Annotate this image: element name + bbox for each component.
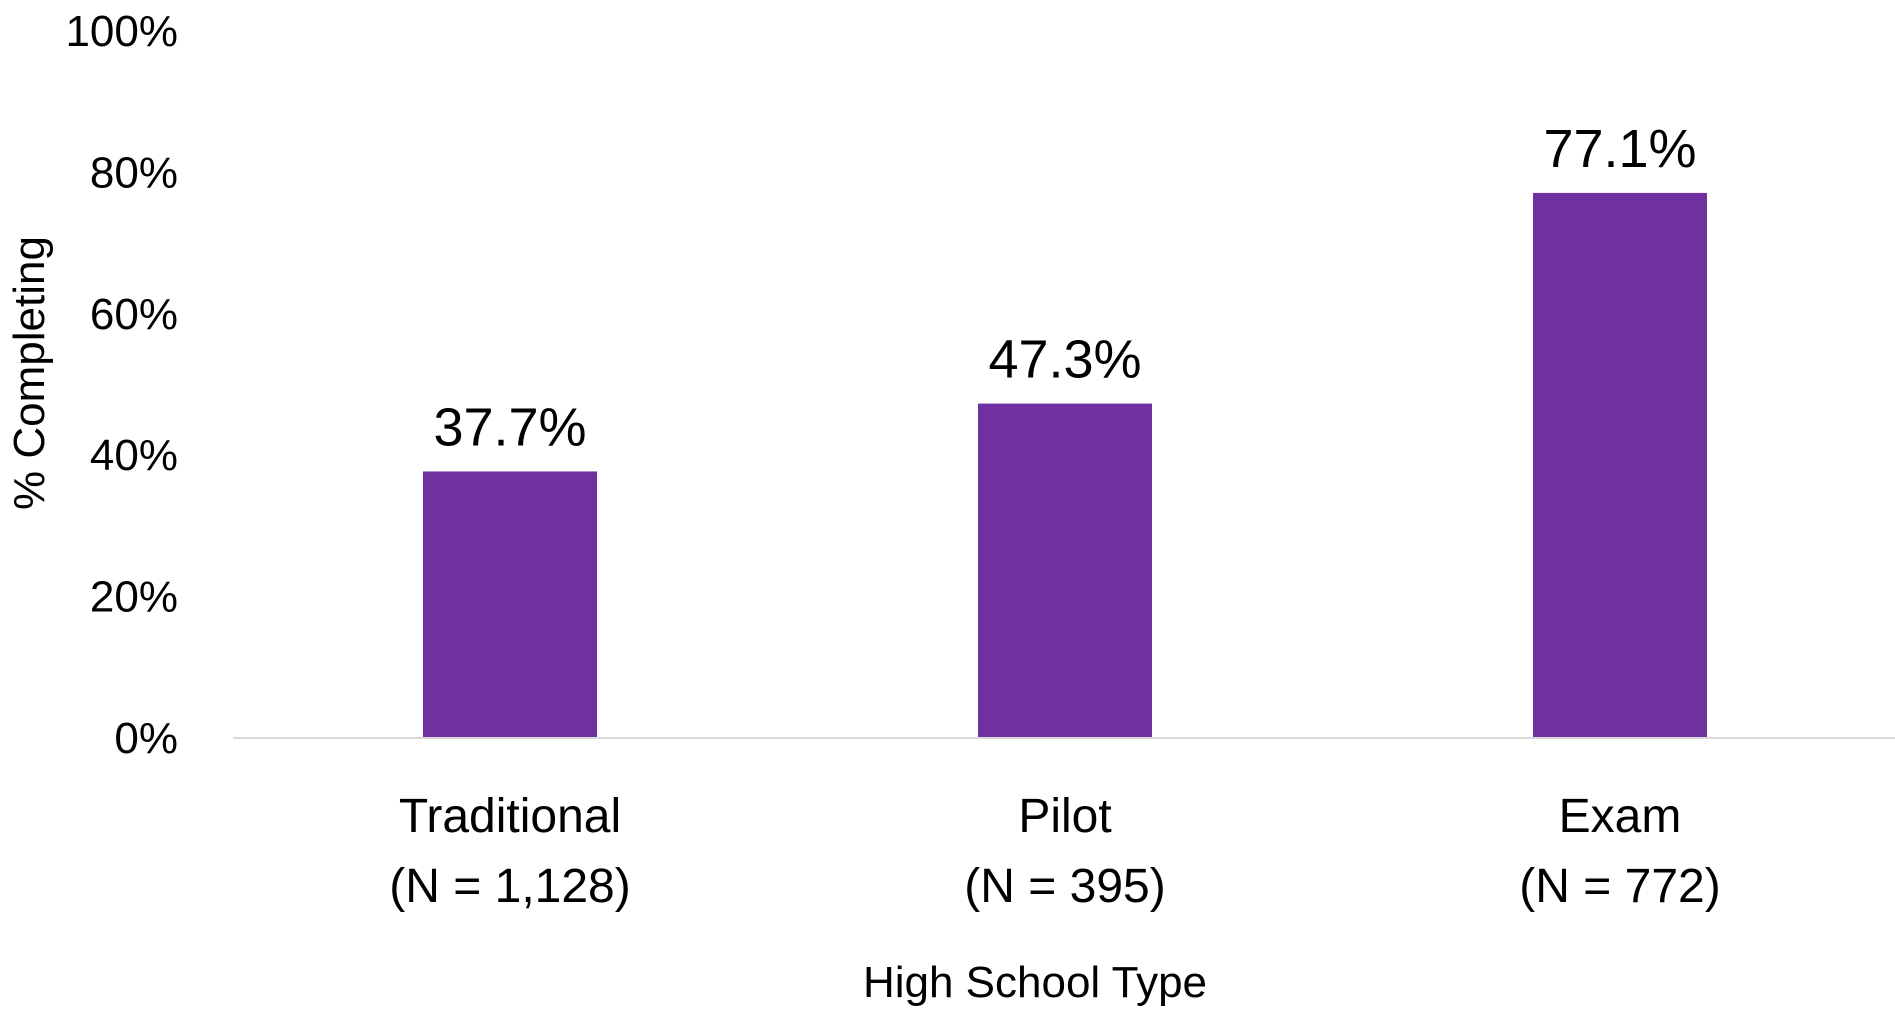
bar [1533, 192, 1707, 738]
y-tick-label: 80% [90, 148, 178, 197]
x-category-sublabel: (N = 1,128) [389, 860, 630, 913]
bar-value-label: 47.3% [988, 330, 1141, 390]
bar-value-label: 77.1% [1543, 119, 1696, 179]
y-tick-label: 60% [90, 290, 178, 339]
bar-value-label: 37.7% [433, 397, 586, 457]
x-axis-labels: Traditional (N = 1,128) Pilot (N = 395) Exam… [389, 790, 1720, 913]
bar [978, 403, 1152, 738]
y-tick-label: 40% [90, 431, 178, 480]
y-tick-label: 0% [114, 714, 178, 763]
x-category-label: Traditional [399, 790, 621, 843]
x-category-sublabel: (N = 772) [1519, 860, 1720, 913]
x-category-label: Pilot [1018, 790, 1111, 843]
y-axis-ticks: 0% 20% 40% 60% 80% 100% [65, 7, 178, 763]
x-category-sublabel: (N = 395) [964, 860, 1165, 913]
x-category-label: Exam [1559, 790, 1682, 843]
bars-group: 37.7% 47.3% 77.1% [423, 119, 1707, 738]
x-axis-title: High School Type [863, 958, 1207, 1007]
y-tick-label: 100% [65, 7, 178, 56]
y-tick-label: 20% [90, 573, 178, 622]
y-axis-title: % Completing [5, 236, 54, 510]
bar [423, 471, 597, 738]
